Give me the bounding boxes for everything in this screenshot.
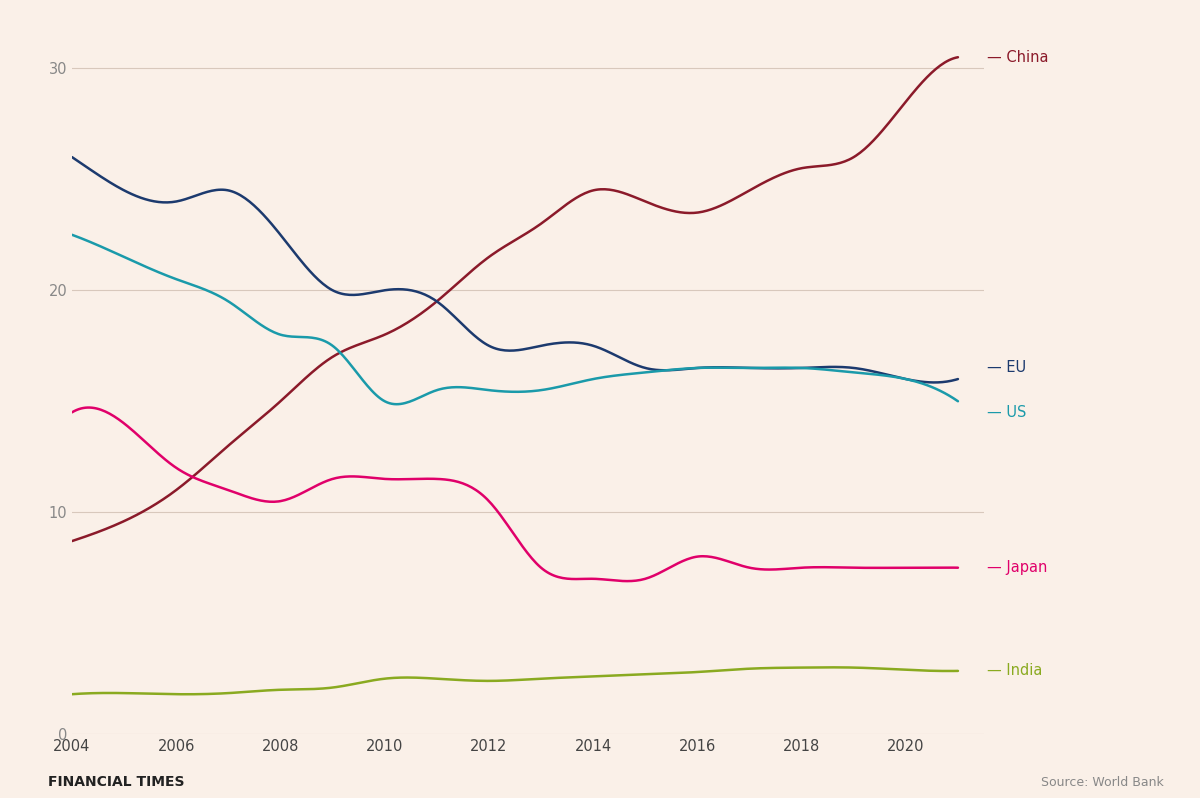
Text: — India: — India	[986, 663, 1042, 678]
Text: — Japan: — Japan	[986, 560, 1046, 575]
Text: — EU: — EU	[986, 361, 1026, 375]
Text: — US: — US	[986, 405, 1026, 420]
Text: FINANCIAL TIMES: FINANCIAL TIMES	[48, 775, 185, 789]
Text: — China: — China	[986, 49, 1048, 65]
Text: Source: World Bank: Source: World Bank	[1042, 776, 1164, 789]
